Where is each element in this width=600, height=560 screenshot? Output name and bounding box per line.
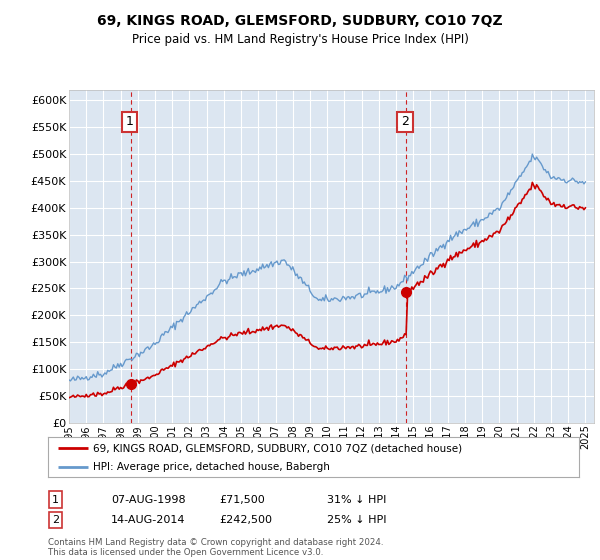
Text: HPI: Average price, detached house, Babergh: HPI: Average price, detached house, Babe… [93,462,330,472]
Text: £242,500: £242,500 [219,515,272,525]
Text: 07-AUG-1998: 07-AUG-1998 [111,494,185,505]
Text: 69, KINGS ROAD, GLEMSFORD, SUDBURY, CO10 7QZ: 69, KINGS ROAD, GLEMSFORD, SUDBURY, CO10… [97,14,503,28]
Text: 14-AUG-2014: 14-AUG-2014 [111,515,185,525]
Text: 1: 1 [126,115,134,128]
Text: 25% ↓ HPI: 25% ↓ HPI [327,515,386,525]
Text: 2: 2 [52,515,59,525]
Text: £71,500: £71,500 [219,494,265,505]
Text: 1: 1 [52,494,59,505]
Text: Contains HM Land Registry data © Crown copyright and database right 2024.
This d: Contains HM Land Registry data © Crown c… [48,538,383,557]
Text: 31% ↓ HPI: 31% ↓ HPI [327,494,386,505]
Text: 2: 2 [401,115,409,128]
Text: 69, KINGS ROAD, GLEMSFORD, SUDBURY, CO10 7QZ (detached house): 69, KINGS ROAD, GLEMSFORD, SUDBURY, CO10… [93,443,462,453]
Text: Price paid vs. HM Land Registry's House Price Index (HPI): Price paid vs. HM Land Registry's House … [131,32,469,46]
